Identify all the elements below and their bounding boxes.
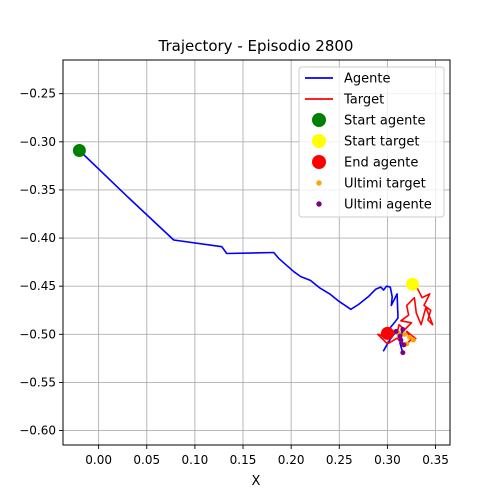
x-tick-label: 0.25 [326, 453, 353, 467]
ultimi-agente-point [393, 328, 399, 334]
ultimi-target-point [410, 337, 416, 343]
x-axis-label: X [252, 474, 261, 489]
start-agente-legend-label: Start agente [344, 114, 425, 129]
x-tick-label: 0.15 [230, 453, 257, 467]
ultimi-agente-point [398, 337, 404, 343]
y-tick-label: −0.45 [19, 279, 56, 293]
ultimi-target-point [407, 334, 413, 340]
y-axis: −0.25 −0.30 −0.35 −0.40 −0.45 −0.50 −0.55 −0.60 [19, 87, 63, 438]
ultimi-target-point [402, 331, 408, 337]
end-agente-legend-swatch [312, 155, 326, 169]
legend: Agente Target Start agente Start target End … [298, 66, 445, 218]
y-tick-label: −0.40 [19, 231, 56, 245]
target-line [376, 283, 434, 347]
x-tick-label: 0.10 [182, 453, 209, 467]
y-tick-label: −0.55 [19, 375, 56, 389]
y-tick-label: −0.60 [19, 424, 56, 438]
end-agente-point [380, 326, 394, 340]
x-tick-label: 0.20 [278, 453, 305, 467]
y-tick-label: −0.30 [19, 135, 56, 149]
ultimi-agente-point [400, 327, 406, 332]
start-target-point [405, 277, 419, 291]
y-tick-label: −0.25 [19, 87, 56, 101]
ultimi-agente-point [400, 350, 406, 356]
agente-legend-label: Agente [344, 72, 390, 87]
x-tick-label: 0.35 [422, 453, 449, 467]
y-tick-label: −0.50 [19, 327, 56, 341]
plot-area [72, 143, 434, 356]
start-target-legend-swatch [312, 134, 326, 148]
x-tick-label: 0.30 [374, 453, 401, 467]
start-agente-legend-swatch [312, 113, 326, 127]
ultimi-target-legend-swatch [316, 180, 322, 186]
ultimi-agente-legend-label: Ultimi agente [344, 198, 432, 213]
end-agente-legend-label: End agente [344, 156, 418, 171]
y-tick-label: −0.35 [19, 183, 56, 197]
ultimi-agente-point [401, 342, 407, 348]
ultimi-agente-legend-swatch [316, 201, 322, 207]
ultimi-target-legend-label: Ultimi target [344, 177, 426, 192]
plot-frame [62, 59, 451, 446]
legend-box [298, 66, 445, 218]
x-tick-label: 0.05 [133, 453, 160, 467]
target-legend-label: Target [343, 93, 384, 108]
start-target-legend-label: Start target [344, 135, 419, 150]
ultimi-agente-point [397, 333, 403, 339]
x-tick-label: 0.00 [85, 453, 112, 467]
start-agente-point [72, 143, 86, 157]
chart-title: Trajectory - Episodio 2800 [158, 37, 354, 55]
x-axis: 0.00 0.05 0.10 0.15 0.20 0.25 0.30 0.35 [85, 445, 449, 467]
